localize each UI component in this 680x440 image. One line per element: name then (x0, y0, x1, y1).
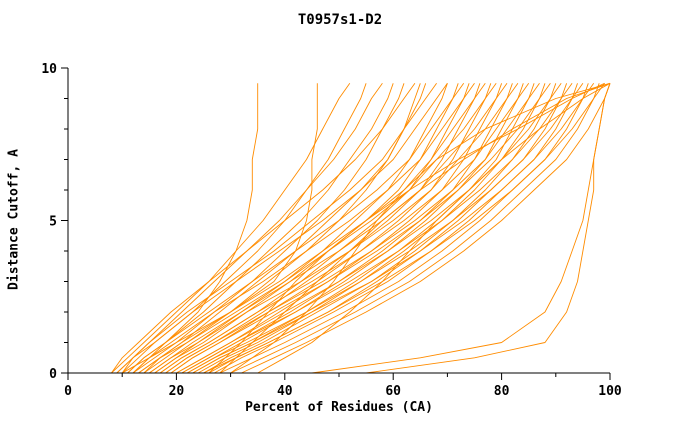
model-curve (186, 83, 524, 374)
model-curve (241, 83, 611, 374)
x-tick-label: 0 (64, 384, 72, 399)
model-curve (132, 83, 259, 374)
y-tick-label: 0 (49, 367, 57, 382)
x-tick-label: 20 (169, 384, 185, 399)
model-curve (203, 83, 557, 374)
model-curve (111, 83, 416, 374)
model-curve (127, 83, 465, 374)
chart-title: T0957s1-D2 (297, 12, 383, 28)
model-curve (116, 83, 437, 374)
model-curve (214, 83, 578, 374)
y-tick-label: 10 (41, 62, 57, 77)
model-curve (116, 83, 367, 374)
model-curve (311, 83, 611, 374)
model-curve (149, 83, 448, 374)
x-tick-label: 80 (494, 384, 510, 399)
model-curve (181, 83, 573, 374)
model-curve (143, 83, 497, 374)
y-tick-label: 5 (49, 215, 57, 230)
model-curve (165, 83, 540, 374)
model-curve (230, 83, 600, 374)
model-curve (149, 83, 508, 374)
model-curve (230, 82, 611, 374)
model-curve (132, 83, 475, 374)
model-curve (219, 83, 589, 374)
model-curve (257, 82, 611, 374)
x-tick-label: 60 (385, 384, 401, 399)
model-curve (154, 83, 519, 374)
model-curve (192, 83, 595, 374)
x-tick-label: 40 (277, 384, 293, 399)
model-curve (121, 83, 383, 374)
model-curve (132, 83, 405, 374)
model-curve (208, 83, 568, 374)
x-axis-label: Percent of Residues (CA) (245, 400, 433, 415)
model-curve (159, 83, 470, 374)
model-curve (138, 83, 486, 374)
model-curve (111, 83, 351, 374)
model-curve (121, 83, 448, 374)
model-curve (186, 83, 584, 374)
model-curve (176, 83, 562, 374)
x-tick-label: 100 (598, 384, 622, 399)
model-curve (138, 83, 421, 374)
model-curve (203, 83, 605, 374)
model-curve (159, 83, 530, 374)
model-curve (208, 82, 605, 374)
